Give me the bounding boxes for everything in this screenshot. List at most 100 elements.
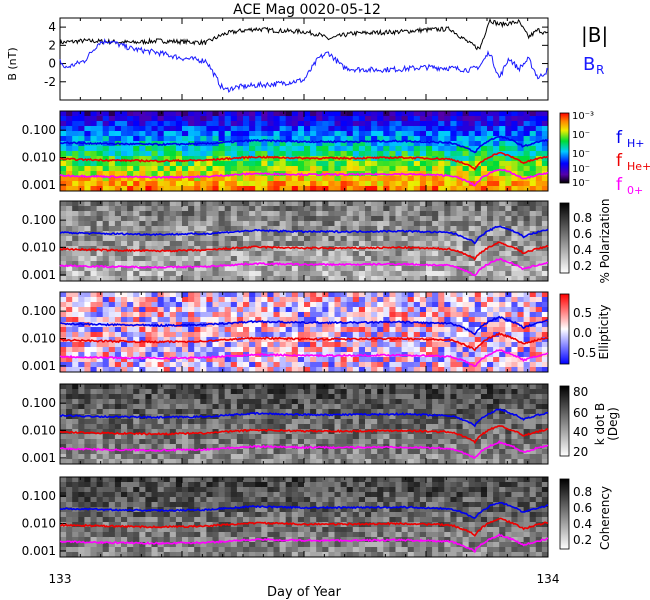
panel1-cell (108, 121, 116, 127)
panel1-cell (389, 181, 396, 187)
panel3-cell (438, 327, 445, 333)
panel4-cell (151, 459, 158, 465)
panel1-cell (493, 186, 500, 192)
panel1-cell (358, 176, 366, 182)
panel1-cell (145, 186, 152, 192)
panel2-cell (175, 256, 183, 262)
panel3-cell (212, 322, 219, 328)
panel2-cell (468, 236, 476, 242)
panel3-cell (206, 367, 213, 373)
panel3-cell (383, 367, 390, 373)
panel4-cell (389, 389, 396, 395)
panel4-cell (121, 419, 128, 425)
panel2-cell (243, 266, 250, 272)
panel1-cell (328, 136, 335, 142)
panel2-cell (462, 206, 470, 212)
panel4-cell (304, 459, 311, 465)
panel3-cell (297, 322, 305, 328)
panel4-cell (255, 414, 262, 420)
panel4-cell (102, 449, 110, 455)
panel1-cell (456, 136, 463, 142)
panel1-cell (493, 126, 500, 132)
panel4-cell (102, 424, 110, 430)
panel2-cell (102, 206, 110, 212)
panel3-cell (230, 367, 238, 373)
panel1-cell (194, 176, 201, 182)
panel1-cell (273, 156, 280, 162)
panel3-cell (413, 347, 421, 353)
panel3-cell (267, 297, 274, 303)
panel2-cell (352, 231, 360, 237)
panel2-cell (121, 231, 128, 237)
panel1-cell (60, 181, 67, 187)
panel4-cell (133, 404, 140, 410)
panel1-cell (493, 141, 500, 147)
panel2-cell (358, 216, 366, 222)
panel4-cell (114, 394, 122, 400)
panel4-cell (163, 404, 171, 410)
panel4-cell (243, 424, 250, 430)
panel1-cell (60, 146, 67, 152)
panel2-cell (523, 256, 531, 262)
panel4-cell (371, 459, 378, 465)
panel3-cell (377, 357, 384, 363)
panel1-cell (297, 141, 305, 147)
panel2-cell (194, 271, 201, 277)
panel3-cell (133, 357, 140, 363)
panel1-cell (322, 136, 329, 142)
panel1-cell (413, 146, 421, 152)
panel4-cell (163, 384, 171, 390)
panel4-cell (157, 404, 165, 410)
panel1-cell (456, 141, 463, 147)
panel2-cell (72, 216, 79, 222)
panel3-cell (474, 367, 482, 373)
panel1-cell (102, 176, 110, 182)
panel3-cell (297, 307, 305, 313)
panel3-cell (236, 322, 244, 328)
panel1-cell (340, 151, 348, 157)
panel4-cell (322, 449, 329, 455)
panel3-cell (127, 307, 134, 313)
panel2-cell (310, 201, 317, 207)
panel1-cell (541, 176, 549, 182)
panel1-cell (182, 176, 189, 182)
panel4-cell (383, 384, 390, 390)
panel2-cell (480, 271, 488, 277)
panel4-cell (218, 389, 226, 395)
panel3-cell (438, 292, 445, 298)
panel3-cell (255, 302, 262, 308)
panel3-cell (511, 362, 518, 368)
panel1-cell (352, 136, 360, 142)
panel1-cell (304, 111, 311, 117)
panel4-cell (249, 394, 256, 400)
panel4-cell (175, 444, 183, 450)
panel1-cell (267, 181, 274, 187)
panel4-cell (224, 439, 232, 445)
panel1-cell (169, 156, 177, 162)
panel2-cell (273, 231, 280, 237)
panel1-cell (66, 181, 73, 187)
panel4-cell (200, 424, 207, 430)
panel1-cell (60, 136, 67, 142)
panel3-cell (462, 307, 470, 313)
panel2-cell (133, 251, 140, 257)
panel4-cell (145, 424, 152, 430)
panel2-cell (322, 256, 329, 262)
panel4-cell (139, 424, 146, 430)
panel1-cell (236, 186, 244, 192)
panel4-cell (285, 384, 293, 390)
panel4-cell (243, 434, 250, 440)
panel1-cell (78, 116, 85, 122)
panel1-cell (182, 161, 189, 167)
panel4-cell (60, 404, 67, 410)
panel2-cell (438, 201, 445, 207)
panel3-cell (255, 327, 262, 333)
panel1-cell (371, 131, 378, 137)
panel3-cell (352, 362, 360, 368)
panel1-cell (474, 121, 482, 127)
panel3-cell (322, 317, 329, 323)
panel2-cell (426, 261, 433, 267)
panel3-cell (194, 367, 201, 373)
panel1-cell (279, 121, 287, 127)
panel2-cell (145, 206, 152, 212)
